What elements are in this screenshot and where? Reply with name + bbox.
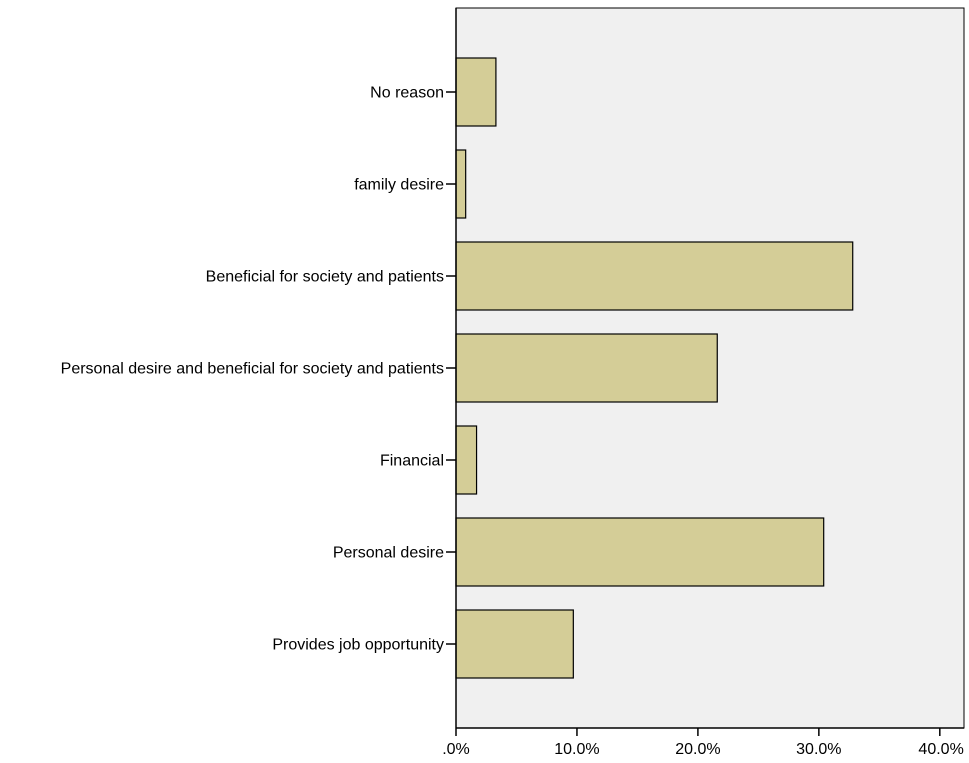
category-label: family desire — [354, 177, 444, 194]
bar — [455, 241, 854, 311]
x-tick-label: 30.0% — [796, 741, 841, 758]
category-label: No reason — [370, 85, 444, 102]
category-label: Financial — [380, 453, 444, 470]
bar — [455, 609, 574, 679]
x-tick-label: 10.0% — [554, 741, 599, 758]
category-label: Beneficial for society and patients — [206, 269, 444, 286]
bar — [455, 57, 497, 127]
bar — [455, 149, 467, 219]
category-label: Personal desire — [333, 545, 444, 562]
category-label: Provides job opportunity — [272, 637, 444, 654]
bar — [455, 333, 718, 403]
bar — [455, 425, 478, 495]
x-tick-label: .0% — [442, 741, 470, 758]
x-tick-label: 40.0% — [918, 741, 963, 758]
category-label: Personal desire and beneficial for socie… — [61, 361, 444, 378]
bar — [455, 517, 825, 587]
x-tick-label: 20.0% — [675, 741, 720, 758]
